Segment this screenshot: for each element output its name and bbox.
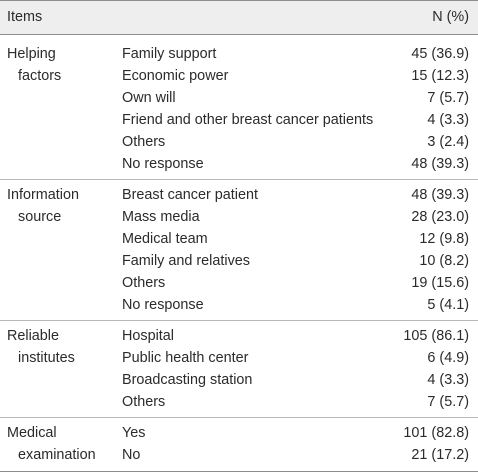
row-value: 19 (15.6) — [411, 275, 469, 291]
n-percent-column-header: N (%) — [432, 9, 469, 25]
category-line-1: Medical — [7, 425, 57, 441]
row-label: Friend and other breast cancer patients — [122, 112, 374, 128]
table-row: Others 3 (2.4) — [0, 131, 478, 153]
row-label: Others — [122, 275, 166, 291]
row-label: Economic power — [122, 68, 229, 84]
row-value: 4 (3.3) — [427, 372, 469, 388]
row-value: 7 (5.7) — [427, 394, 469, 410]
row-label: Medical team — [122, 231, 208, 247]
table-row: Hospital 105 (86.1) — [0, 325, 478, 347]
table-row: No response 48 (39.3) — [0, 153, 478, 175]
row-value: 5 (4.1) — [427, 297, 469, 313]
row-value: 28 (23.0) — [411, 209, 469, 225]
category-line-2: institutes — [18, 350, 75, 366]
row-label: Family and relatives — [122, 253, 250, 269]
table-row: Public health center 6 (4.9) — [0, 347, 478, 369]
row-label: No response — [122, 156, 204, 172]
group-helping-factors: Helping factors Family support 45 (36.9)… — [0, 35, 478, 180]
table-row: Breast cancer patient 48 (39.3) — [0, 184, 478, 206]
table-row: Family and relatives 10 (8.2) — [0, 250, 478, 272]
row-label: Mass media — [122, 209, 200, 225]
group-information-source: Information source Breast cancer patient… — [0, 180, 478, 321]
category-label: Reliable institutes — [7, 325, 117, 369]
category-label: Helping factors — [7, 43, 117, 87]
row-label: Breast cancer patient — [122, 187, 258, 203]
row-label: Yes — [122, 425, 146, 441]
table-row: Mass media 28 (23.0) — [0, 206, 478, 228]
row-value: 101 (82.8) — [403, 425, 469, 441]
row-value: 4 (3.3) — [427, 112, 469, 128]
row-label: No response — [122, 297, 204, 313]
row-label: No — [122, 447, 141, 463]
table-row: Broadcasting station 4 (3.3) — [0, 369, 478, 391]
table-row: Others 7 (5.7) — [0, 391, 478, 413]
row-label: Own will — [122, 90, 176, 106]
row-label: Others — [122, 394, 166, 410]
row-value: 105 (86.1) — [403, 328, 469, 344]
row-value: 6 (4.9) — [427, 350, 469, 366]
group-reliable-institutes: Reliable institutes Hospital 105 (86.1) … — [0, 321, 478, 418]
row-value: 12 (9.8) — [419, 231, 469, 247]
table-row: Medical team 12 (9.8) — [0, 228, 478, 250]
row-value: 48 (39.3) — [411, 156, 469, 172]
table-row: Others 19 (15.6) — [0, 272, 478, 294]
category-line-1: Reliable — [7, 328, 59, 344]
table-row: No response 5 (4.1) — [0, 294, 478, 316]
row-label: Public health center — [122, 350, 249, 366]
row-value: 3 (2.4) — [427, 134, 469, 150]
category-line-2: source — [18, 209, 62, 225]
group-medical-examination: Medical examination Yes 101 (82.8) No 21… — [0, 418, 478, 472]
table-row: Yes 101 (82.8) — [0, 422, 478, 444]
category-label: Information source — [7, 184, 117, 228]
category-line-2: factors — [18, 68, 62, 84]
row-label: Hospital — [122, 328, 174, 344]
row-value: 7 (5.7) — [427, 90, 469, 106]
table-row: Own will 7 (5.7) — [0, 87, 478, 109]
row-label: Family support — [122, 46, 217, 62]
row-value: 21 (17.2) — [411, 447, 469, 463]
row-label: Others — [122, 134, 166, 150]
category-line-1: Helping — [7, 46, 56, 62]
table-row: Economic power 15 (12.3) — [0, 65, 478, 87]
row-label: Broadcasting station — [122, 372, 253, 388]
row-value: 48 (39.3) — [411, 187, 469, 203]
table-row: Family support 45 (36.9) — [0, 43, 478, 65]
row-value: 45 (36.9) — [411, 46, 469, 62]
row-value: 15 (12.3) — [411, 68, 469, 84]
table-header: Items N (%) — [0, 1, 478, 35]
table-row: Friend and other breast cancer patients … — [0, 109, 478, 131]
category-line-1: Information — [7, 187, 79, 203]
row-value: 10 (8.2) — [419, 253, 469, 269]
table-row: No 21 (17.2) — [0, 444, 478, 466]
items-column-header: Items — [7, 9, 43, 25]
